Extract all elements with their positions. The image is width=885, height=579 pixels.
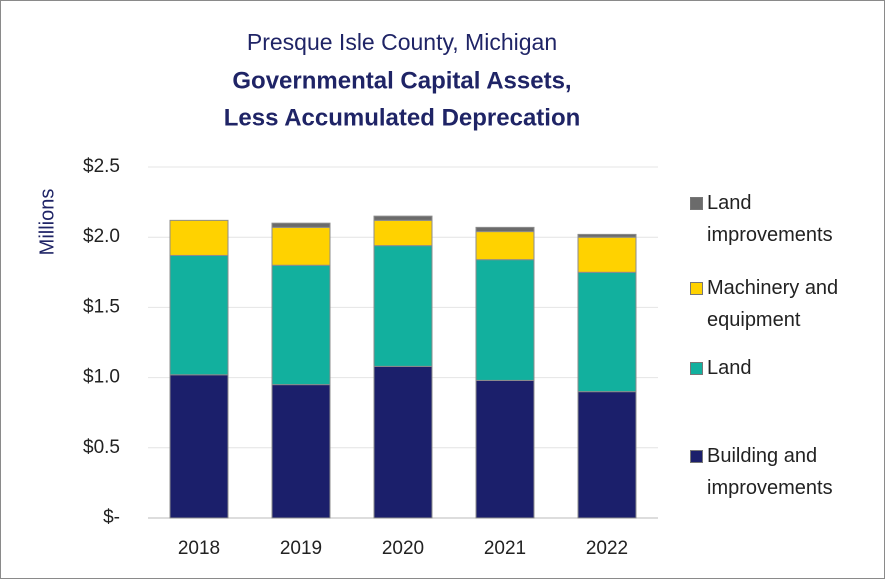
- bar-segment: [271, 384, 331, 519]
- legend-label: Land improvements: [707, 192, 833, 246]
- bar-segment: [271, 264, 331, 386]
- x-tick-label: 2022: [586, 538, 628, 559]
- x-tick-label: 2019: [280, 538, 322, 559]
- y-tick-label: $2.5: [83, 156, 120, 177]
- y-axis-label: Millions: [36, 189, 58, 256]
- x-tick-label: 2021: [484, 538, 526, 559]
- legend-swatch: [690, 450, 703, 463]
- legend-item: Machinery and equipment: [690, 272, 875, 336]
- bar-segment: [475, 231, 535, 261]
- bar-segment: [475, 259, 535, 381]
- legend-label: Building and improvements: [707, 445, 833, 499]
- chart-subtitle: Presque Isle County, Michigan: [247, 29, 557, 55]
- legend-item: Land: [690, 352, 875, 384]
- y-tick-label: $2.0: [83, 226, 120, 247]
- bar-segment: [169, 374, 229, 519]
- bar-segment: [577, 271, 637, 393]
- bar-segment: [271, 222, 331, 228]
- bar-segment: [373, 365, 433, 519]
- y-tick-label: $-: [103, 507, 120, 528]
- bar-segment: [475, 379, 535, 519]
- legend-swatch: [690, 282, 703, 295]
- bar-segment: [373, 215, 433, 221]
- legend-swatch: [690, 362, 703, 375]
- y-tick-label: $1.0: [83, 367, 120, 388]
- y-tick-label: $1.5: [83, 296, 120, 317]
- bar-segment: [271, 226, 331, 266]
- bar-segment: [577, 391, 637, 519]
- bar-segment: [577, 233, 637, 238]
- legend-item: Land improvements: [690, 187, 875, 251]
- bar-segment: [169, 254, 229, 376]
- x-tick-label: 2018: [178, 538, 220, 559]
- legend-label: Machinery and equipment: [707, 277, 839, 331]
- legend-item: Building and improvements: [690, 440, 875, 504]
- y-tick-label: $0.5: [83, 437, 120, 458]
- x-tick-label: 2020: [382, 538, 424, 559]
- bar-segment: [169, 219, 229, 256]
- bar-segment: [373, 245, 433, 367]
- bar-segment: [373, 219, 433, 247]
- chart-title: Governmental Capital Assets,: [232, 67, 571, 94]
- bar-segment: [475, 226, 535, 233]
- chart-title: Less Accumulated Deprecation: [224, 104, 581, 131]
- bar-segment: [577, 236, 637, 273]
- legend-label: Land: [707, 357, 752, 379]
- legend-swatch: [690, 197, 703, 210]
